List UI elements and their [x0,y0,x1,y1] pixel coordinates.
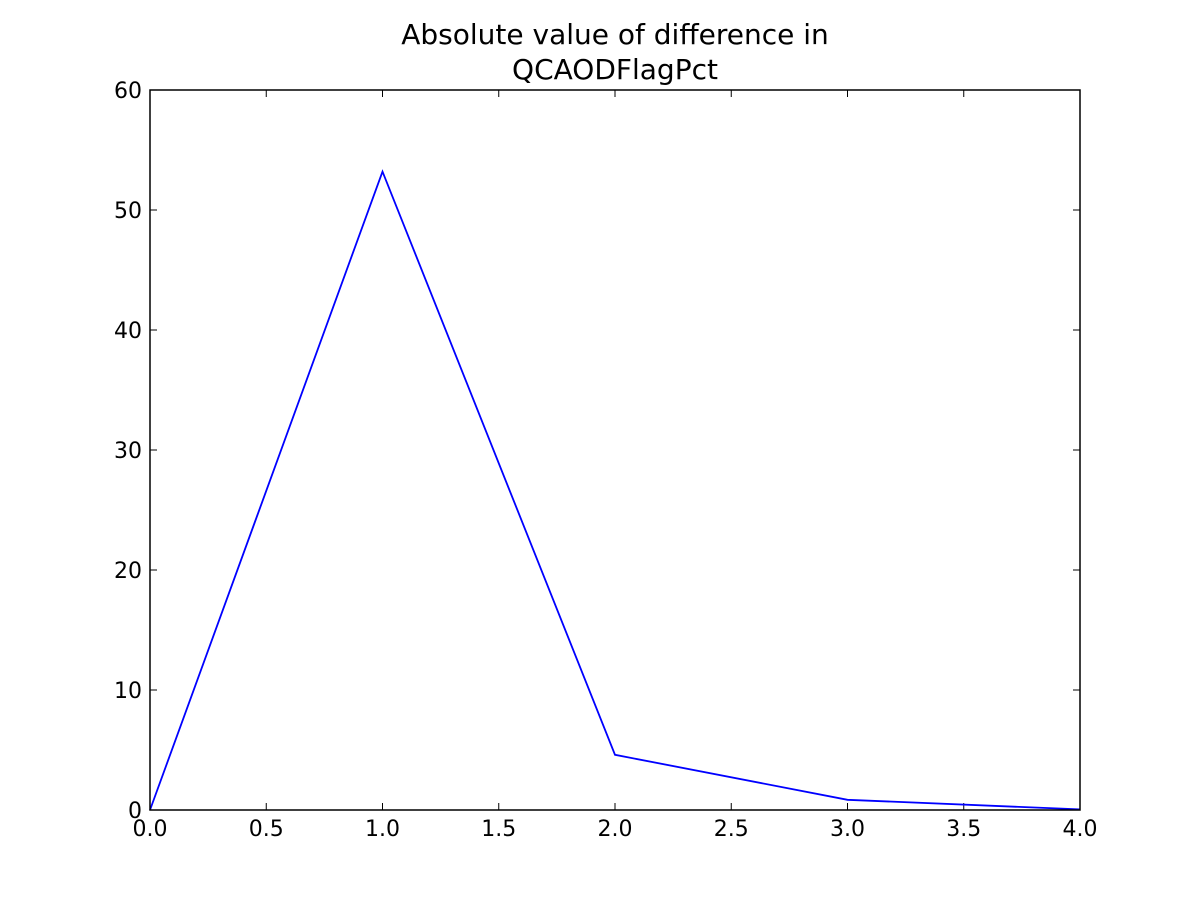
x-tick-label: 1.5 [481,817,516,842]
plot-area-frame [149,89,1081,811]
series-layer [149,169,1081,811]
y-tick-label: 20 [114,559,142,584]
y-tick-label: 30 [114,439,142,464]
x-tick-label: 2.5 [714,817,749,842]
x-tick-label: 4.0 [1063,817,1098,842]
x-tick-label: 1.0 [365,817,400,842]
chart-title-line-2: QCAODFlagPct [512,53,718,86]
y-tick-label: 0 [128,799,142,824]
y-tick-label: 50 [114,199,142,224]
y-tick-label: 40 [114,319,142,344]
series-line [149,169,1081,811]
y-tick-label: 10 [114,679,142,704]
axis-ticks [149,89,1081,811]
x-tick-label: 0.0 [133,817,168,842]
x-tick-label: 0.5 [249,817,284,842]
tick-labels: 0.0 0.5 1.0 1.5 2.0 2.5 3.0 3.5 4.0 0 10 20 30 40 50 60 [114,79,1098,842]
x-tick-label: 3.5 [946,817,981,842]
y-tick-label: 60 [114,79,142,104]
x-tick-label: 2.0 [598,817,633,842]
x-tick-label: 3.0 [830,817,865,842]
chart-title-line-1: Absolute value of difference in [401,18,829,51]
